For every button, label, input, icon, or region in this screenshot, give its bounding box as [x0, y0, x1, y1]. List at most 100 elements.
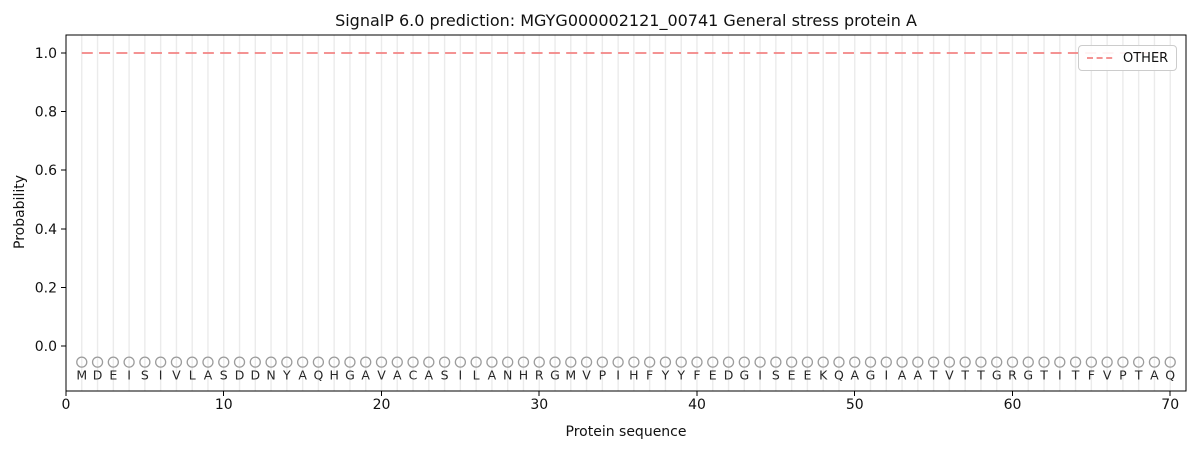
residue-letter: H [329, 368, 338, 383]
residue-letter: C [409, 368, 418, 383]
residue-marker [959, 356, 971, 368]
residue-letter: P [1119, 368, 1127, 383]
residue-letter: E [803, 368, 811, 383]
residue-letter: T [976, 368, 985, 383]
x-tick-label: 30 [530, 397, 548, 413]
y-tick-label: 0.6 [35, 163, 57, 179]
residue-letter: G [866, 368, 876, 383]
residue-letter: A [298, 368, 307, 383]
residue-letter: A [850, 368, 859, 383]
residue-marker [375, 356, 388, 368]
residue-marker [486, 356, 498, 368]
residue-marker [675, 356, 687, 368]
residue-letter: V [377, 368, 386, 383]
residue-letter: H [519, 368, 528, 383]
residue-marker [1085, 356, 1098, 368]
residue-marker [943, 356, 956, 368]
x-tick-label: 50 [846, 397, 864, 413]
residue-letter: I [616, 368, 620, 383]
residue-letter: V [172, 368, 181, 383]
residue-marker [454, 356, 467, 368]
residue-marker [91, 356, 104, 368]
residue-marker [470, 356, 482, 368]
residue-marker [880, 356, 892, 368]
residue-letter: I [884, 368, 888, 383]
residue-marker [612, 356, 624, 368]
x-tick-label: 70 [1161, 397, 1179, 413]
residue-letter: T [1071, 368, 1080, 383]
residue-marker [1006, 356, 1019, 368]
residue-marker [265, 356, 277, 368]
x-tick-label: 0 [62, 397, 71, 413]
residue-marker [1133, 356, 1145, 368]
residue-marker [1069, 356, 1082, 368]
residue-letter: A [898, 368, 907, 383]
residue-letter: V [945, 368, 954, 383]
residue-letter: D [235, 368, 245, 383]
residue-marker [360, 356, 372, 368]
residue-letter: A [488, 368, 497, 383]
residue-marker [596, 356, 608, 368]
residue-letter: T [1134, 368, 1143, 383]
residue-letter: P [599, 368, 607, 383]
residue-marker [423, 356, 435, 368]
residue-letter: L [189, 368, 196, 383]
residue-marker [565, 356, 577, 368]
residue-letter: A [914, 368, 923, 383]
residue-letter: A [204, 368, 213, 383]
residue-letter: N [503, 368, 512, 383]
y-tick-label: 1.0 [35, 46, 57, 62]
residue-marker [549, 356, 561, 368]
legend-dash-icon [1087, 57, 1115, 59]
x-tick-label: 60 [1004, 397, 1022, 413]
residue-letter: T [960, 368, 969, 383]
residue-marker [76, 356, 88, 368]
residue-letter: A [1150, 368, 1159, 383]
residue-marker [186, 356, 198, 368]
y-axis-label: Probability [12, 174, 28, 250]
residue-marker [170, 356, 183, 368]
residue-marker [691, 356, 703, 368]
residue-letter: G [739, 368, 749, 383]
residue-marker [896, 356, 908, 368]
legend: OTHER [1078, 45, 1177, 71]
residue-letter: N [266, 368, 275, 383]
residue-letter: H [629, 368, 638, 383]
residue-letter: E [788, 368, 796, 383]
residue-letter: V [1103, 368, 1112, 383]
residue-marker [801, 356, 814, 368]
residue-letter: G [1023, 368, 1033, 383]
residue-letter: M [565, 368, 576, 383]
residue-marker [912, 356, 924, 368]
residue-letter: S [141, 368, 149, 383]
residue-letter: Q [1165, 368, 1175, 383]
residue-marker [754, 356, 766, 368]
residue-letter: Y [661, 368, 670, 383]
residue-marker [1148, 356, 1161, 368]
residue-marker [202, 356, 214, 368]
residue-marker [817, 356, 829, 368]
plot-border [65, 34, 1187, 392]
y-tick-label: 0.4 [35, 222, 57, 238]
y-tick-label: 0.8 [35, 105, 57, 121]
residue-letter: E [709, 368, 717, 383]
chart-title: SignalP 6.0 prediction: MGYG000002121_00… [335, 11, 917, 30]
residue-marker [644, 356, 656, 368]
residue-marker [722, 356, 735, 368]
residue-letter: I [159, 368, 163, 383]
residue-marker [1038, 356, 1050, 368]
residue-letter: A [393, 368, 402, 383]
residue-marker [1054, 356, 1066, 368]
residue-letter: A [425, 368, 434, 383]
residue-letter: T [1039, 368, 1048, 383]
residue-letter: S [441, 368, 449, 383]
x-tick-label: 20 [373, 397, 391, 413]
residue-letter: F [693, 368, 700, 383]
residue-marker [975, 356, 987, 368]
residue-marker [344, 356, 356, 368]
residue-letter: E [109, 368, 117, 383]
residue-marker [1101, 356, 1113, 368]
residue-marker [659, 356, 672, 368]
